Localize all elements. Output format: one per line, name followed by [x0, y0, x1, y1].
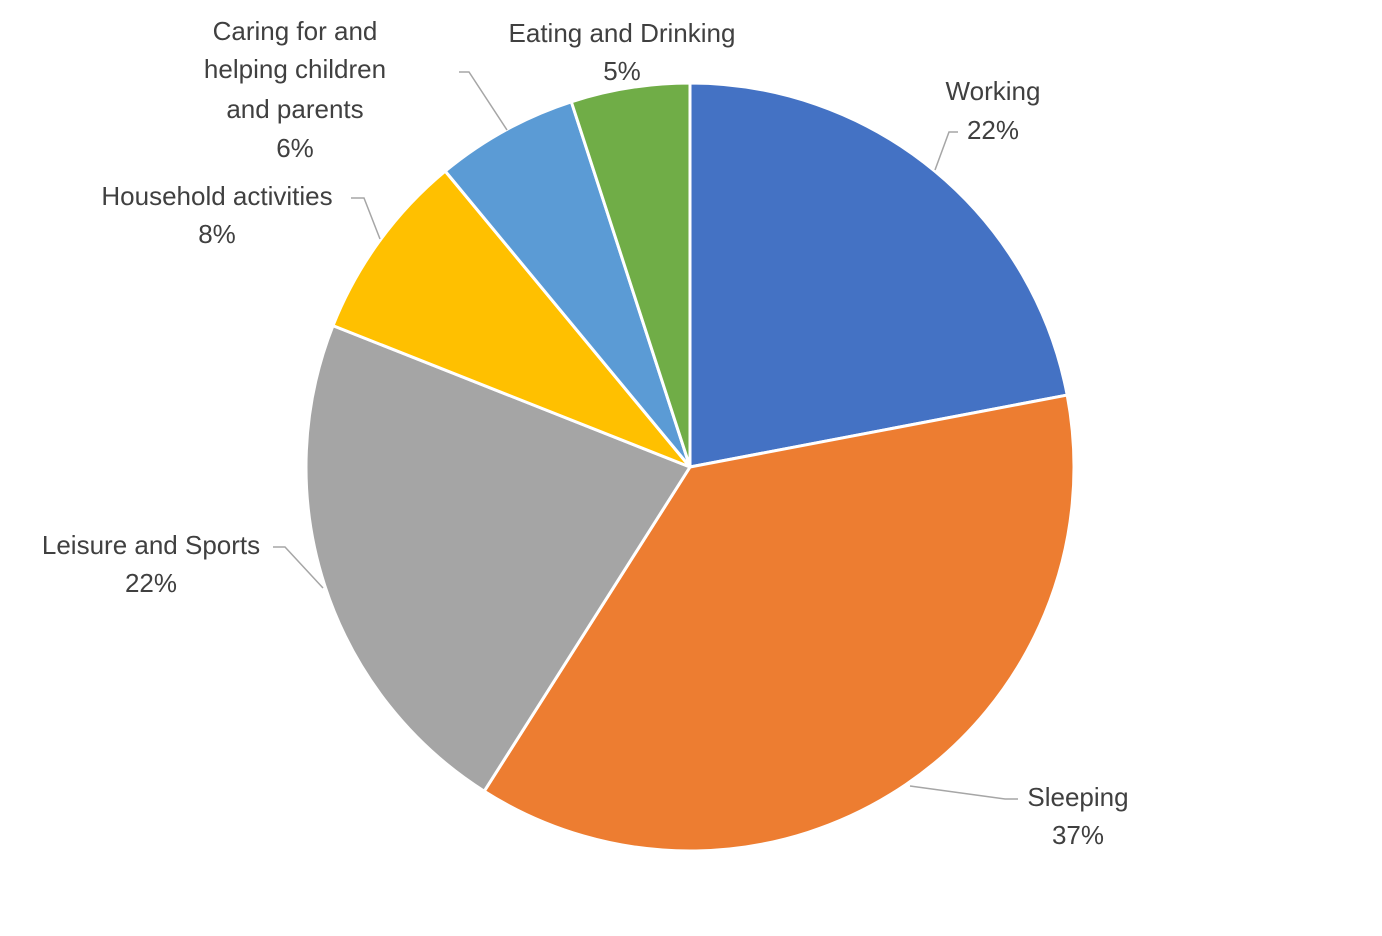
data-label-category-caring-for-and-helping-children-and-parents: helping children — [204, 54, 386, 84]
pie-slice-household-activities — [331, 169, 692, 469]
data-label-category-sleeping: Sleeping — [1027, 782, 1128, 812]
data-label-category-caring-for-and-helping-children-and-parents: and parents — [226, 94, 363, 124]
data-label-category-eating-and-drinking: Eating and Drinking — [509, 18, 736, 48]
data-label-percent-working: 22% — [967, 115, 1019, 145]
leader-line-caring-for-and-helping-children-and-parents — [459, 71, 508, 131]
data-label-category-working: Working — [946, 76, 1041, 106]
leader-line-working — [934, 131, 958, 171]
pie-slice-caring-for-and-helping-children-and-parents — [443, 100, 692, 469]
data-label-category-leisure-and-sports: Leisure and Sports — [42, 530, 260, 560]
data-labels: Working 22% Sleeping 37% Leisure and Sports 2… — [42, 16, 1129, 850]
data-label-percent-sleeping: 37% — [1052, 820, 1104, 850]
pie-slice-working — [688, 81, 1069, 469]
leader-lines — [273, 71, 1018, 800]
pie-slice-sleeping — [482, 393, 1076, 853]
pie-slices — [304, 81, 1076, 853]
data-label-category-household-activities: Household activities — [101, 181, 332, 211]
data-label-percent-leisure-and-sports: 22% — [125, 568, 177, 598]
data-label-percent-household-activities: 8% — [198, 219, 236, 249]
pie-slice-leisure-and-sports — [304, 324, 692, 793]
data-label-percent-caring-for-and-helping-children-and-parents: 6% — [276, 133, 314, 163]
data-label-category-caring-for-and-helping-children-and-parents: Caring for and — [213, 16, 378, 46]
data-label-percent-eating-and-drinking: 5% — [603, 56, 641, 86]
pie-slice-eating-and-drinking — [569, 81, 692, 469]
leader-line-leisure-and-sports — [273, 546, 324, 589]
leader-line-household-activities — [351, 197, 381, 240]
leader-line-sleeping — [909, 785, 1018, 800]
